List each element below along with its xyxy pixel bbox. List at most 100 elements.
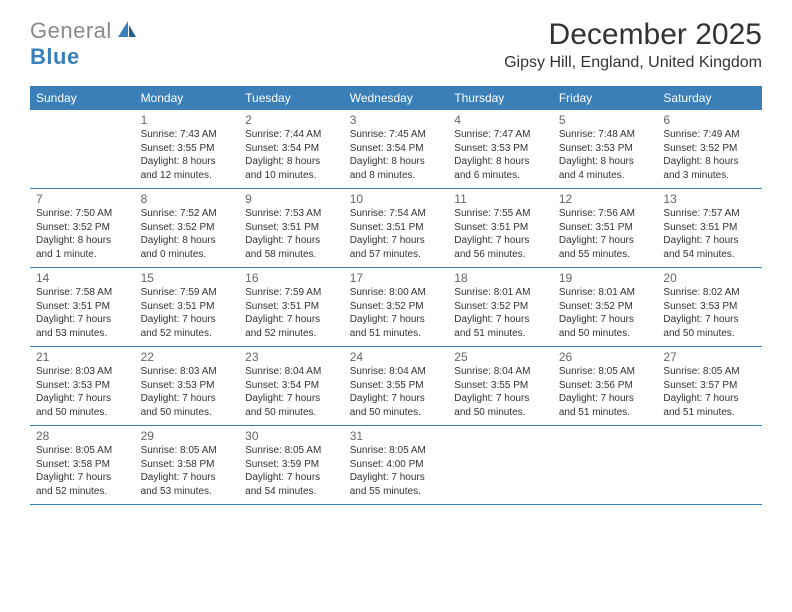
calendar-day-cell: 6Sunrise: 7:49 AMSunset: 3:52 PMDaylight… — [657, 110, 762, 188]
calendar-day-cell: 3Sunrise: 7:45 AMSunset: 3:54 PMDaylight… — [344, 110, 449, 188]
daylight-text: Daylight: 7 hours and 57 minutes. — [350, 234, 443, 261]
calendar-day-cell: 15Sunrise: 7:59 AMSunset: 3:51 PMDayligh… — [135, 268, 240, 346]
calendar-day-cell: 20Sunrise: 8:02 AMSunset: 3:53 PMDayligh… — [657, 268, 762, 346]
daylight-text: Daylight: 8 hours and 4 minutes. — [559, 155, 652, 182]
calendar-day-cell: 10Sunrise: 7:54 AMSunset: 3:51 PMDayligh… — [344, 189, 449, 267]
daylight-text: Daylight: 7 hours and 54 minutes. — [245, 471, 338, 498]
sunset-text: Sunset: 3:54 PM — [350, 142, 443, 156]
sunset-text: Sunset: 3:57 PM — [663, 379, 756, 393]
weekday-header-row: SundayMondayTuesdayWednesdayThursdayFrid… — [30, 86, 762, 110]
day-number: 10 — [350, 192, 443, 206]
day-info: Sunrise: 7:47 AMSunset: 3:53 PMDaylight:… — [454, 128, 547, 182]
day-number: 17 — [350, 271, 443, 285]
day-number: 29 — [141, 429, 234, 443]
day-number: 13 — [663, 192, 756, 206]
day-info: Sunrise: 8:05 AMSunset: 3:58 PMDaylight:… — [36, 444, 129, 498]
day-number: 11 — [454, 192, 547, 206]
day-number: 23 — [245, 350, 338, 364]
sunrise-text: Sunrise: 7:44 AM — [245, 128, 338, 142]
day-info: Sunrise: 7:58 AMSunset: 3:51 PMDaylight:… — [36, 286, 129, 340]
logo-sail-icon — [116, 19, 138, 44]
day-info: Sunrise: 8:00 AMSunset: 3:52 PMDaylight:… — [350, 286, 443, 340]
day-number: 6 — [663, 113, 756, 127]
day-info: Sunrise: 8:04 AMSunset: 3:55 PMDaylight:… — [454, 365, 547, 419]
daylight-text: Daylight: 7 hours and 50 minutes. — [663, 313, 756, 340]
calendar-empty-cell — [553, 426, 658, 504]
sunrise-text: Sunrise: 8:05 AM — [245, 444, 338, 458]
day-info: Sunrise: 7:54 AMSunset: 3:51 PMDaylight:… — [350, 207, 443, 261]
daylight-text: Daylight: 7 hours and 53 minutes. — [141, 471, 234, 498]
sunrise-text: Sunrise: 7:54 AM — [350, 207, 443, 221]
day-info: Sunrise: 7:56 AMSunset: 3:51 PMDaylight:… — [559, 207, 652, 261]
day-number: 5 — [559, 113, 652, 127]
sunset-text: Sunset: 3:55 PM — [350, 379, 443, 393]
day-number: 20 — [663, 271, 756, 285]
sunrise-text: Sunrise: 7:45 AM — [350, 128, 443, 142]
day-info: Sunrise: 7:45 AMSunset: 3:54 PMDaylight:… — [350, 128, 443, 182]
daylight-text: Daylight: 7 hours and 50 minutes. — [454, 392, 547, 419]
sunrise-text: Sunrise: 8:00 AM — [350, 286, 443, 300]
day-number: 31 — [350, 429, 443, 443]
sunrise-text: Sunrise: 8:05 AM — [350, 444, 443, 458]
calendar-day-cell: 27Sunrise: 8:05 AMSunset: 3:57 PMDayligh… — [657, 347, 762, 425]
day-number: 21 — [36, 350, 129, 364]
day-number: 15 — [141, 271, 234, 285]
calendar-day-cell: 25Sunrise: 8:04 AMSunset: 3:55 PMDayligh… — [448, 347, 553, 425]
sunset-text: Sunset: 3:55 PM — [141, 142, 234, 156]
daylight-text: Daylight: 7 hours and 51 minutes. — [454, 313, 547, 340]
day-info: Sunrise: 7:59 AMSunset: 3:51 PMDaylight:… — [141, 286, 234, 340]
daylight-text: Daylight: 7 hours and 56 minutes. — [454, 234, 547, 261]
calendar-day-cell: 18Sunrise: 8:01 AMSunset: 3:52 PMDayligh… — [448, 268, 553, 346]
daylight-text: Daylight: 8 hours and 8 minutes. — [350, 155, 443, 182]
calendar-day-cell: 22Sunrise: 8:03 AMSunset: 3:53 PMDayligh… — [135, 347, 240, 425]
sunrise-text: Sunrise: 7:59 AM — [141, 286, 234, 300]
day-info: Sunrise: 8:04 AMSunset: 3:54 PMDaylight:… — [245, 365, 338, 419]
sunrise-text: Sunrise: 7:57 AM — [663, 207, 756, 221]
day-info: Sunrise: 8:05 AMSunset: 3:58 PMDaylight:… — [141, 444, 234, 498]
calendar-day-cell: 5Sunrise: 7:48 AMSunset: 3:53 PMDaylight… — [553, 110, 658, 188]
sunrise-text: Sunrise: 8:03 AM — [141, 365, 234, 379]
sunrise-text: Sunrise: 7:58 AM — [36, 286, 129, 300]
sunrise-text: Sunrise: 7:43 AM — [141, 128, 234, 142]
day-number: 1 — [141, 113, 234, 127]
logo: General — [30, 18, 140, 44]
calendar-day-cell: 16Sunrise: 7:59 AMSunset: 3:51 PMDayligh… — [239, 268, 344, 346]
calendar-day-cell: 1Sunrise: 7:43 AMSunset: 3:55 PMDaylight… — [135, 110, 240, 188]
calendar-empty-cell — [657, 426, 762, 504]
day-info: Sunrise: 7:59 AMSunset: 3:51 PMDaylight:… — [245, 286, 338, 340]
day-number: 14 — [36, 271, 129, 285]
daylight-text: Daylight: 7 hours and 52 minutes. — [36, 471, 129, 498]
calendar-week-row: 7Sunrise: 7:50 AMSunset: 3:52 PMDaylight… — [30, 189, 762, 268]
sunset-text: Sunset: 3:51 PM — [36, 300, 129, 314]
weekday-header: Thursday — [448, 86, 553, 110]
calendar-week-row: 1Sunrise: 7:43 AMSunset: 3:55 PM Daylight… — [30, 110, 762, 189]
calendar-week-row: 28Sunrise: 8:05 AMSunset: 3:58 PMDayligh… — [30, 426, 762, 505]
day-info: Sunrise: 8:04 AMSunset: 3:55 PMDaylight:… — [350, 365, 443, 419]
daylight-text: Daylight: 8 hours and 6 minutes. — [454, 155, 547, 182]
day-info: Sunrise: 7:53 AMSunset: 3:51 PMDaylight:… — [245, 207, 338, 261]
calendar-day-cell: 23Sunrise: 8:04 AMSunset: 3:54 PMDayligh… — [239, 347, 344, 425]
day-info: Sunrise: 8:05 AMSunset: 3:59 PMDaylight:… — [245, 444, 338, 498]
sunrise-text: Sunrise: 8:04 AM — [350, 365, 443, 379]
day-info: Sunrise: 8:05 AMSunset: 4:00 PMDaylight:… — [350, 444, 443, 498]
weekday-header: Wednesday — [344, 86, 449, 110]
daylight-text: Daylight: 7 hours and 53 minutes. — [36, 313, 129, 340]
day-number: 25 — [454, 350, 547, 364]
sunset-text: Sunset: 3:51 PM — [245, 221, 338, 235]
daylight-text: Daylight: 7 hours and 51 minutes. — [559, 392, 652, 419]
sunset-text: Sunset: 3:58 PM — [141, 458, 234, 472]
calendar-day-cell: 9Sunrise: 7:53 AMSunset: 3:51 PMDaylight… — [239, 189, 344, 267]
month-title: December 2025 — [504, 18, 762, 52]
sunset-text: Sunset: 3:53 PM — [559, 142, 652, 156]
sunrise-text: Sunrise: 8:01 AM — [559, 286, 652, 300]
day-number: 7 — [36, 192, 129, 206]
calendar-weeks: 1Sunrise: 7:43 AMSunset: 3:55 PMDaylight… — [30, 110, 762, 505]
day-number: 12 — [559, 192, 652, 206]
sunset-text: Sunset: 3:54 PM — [245, 379, 338, 393]
daylight-text: Daylight: 7 hours and 54 minutes. — [663, 234, 756, 261]
sunset-text: Sunset: 4:00 PM — [350, 458, 443, 472]
sunset-text: Sunset: 3:51 PM — [559, 221, 652, 235]
calendar-day-cell: 14Sunrise: 7:58 AMSunset: 3:51 PMDayligh… — [30, 268, 135, 346]
daylight-text: Daylight: 7 hours and 55 minutes. — [350, 471, 443, 498]
sunrise-text: Sunrise: 7:47 AM — [454, 128, 547, 142]
